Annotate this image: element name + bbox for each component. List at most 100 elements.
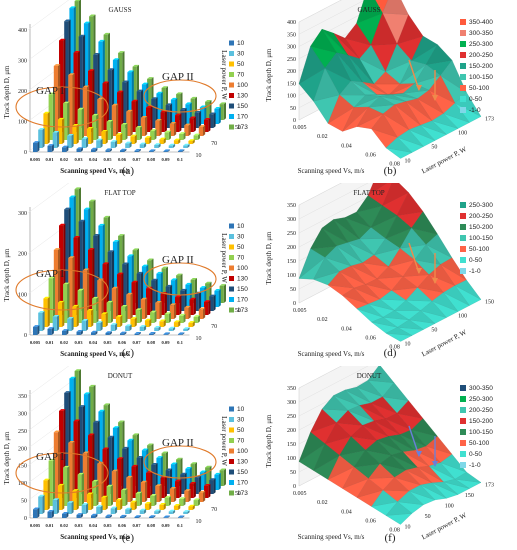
bar: [105, 516, 110, 518]
bar-top: [189, 481, 196, 484]
bar-top: [176, 273, 183, 276]
surface-facet: [411, 35, 438, 62]
bar: [193, 135, 198, 140]
bar-top: [120, 148, 127, 151]
chart-panel-b: 0 50 100 150 200 250 300 350 400 0.005 0.02 0.04 0.0…: [259, 0, 517, 183]
bar-side: [72, 73, 75, 136]
bar-top: [117, 457, 124, 459]
bar-top: [147, 258, 154, 261]
bar-top: [92, 479, 99, 482]
surface-facet: [385, 413, 412, 430]
bar-top: [209, 478, 216, 481]
bar: [141, 84, 147, 124]
bar: [168, 511, 173, 514]
legend-swatch: [460, 41, 466, 47]
bar: [125, 326, 130, 331]
surface-facet: [327, 94, 355, 124]
annotation-arrowhead: [432, 95, 438, 101]
z-axis-label: Laser power P, W: [220, 50, 228, 100]
y-tick-label: 150: [287, 81, 296, 87]
bar-top: [188, 321, 195, 323]
bar-top: [175, 295, 182, 298]
bar: [134, 516, 139, 518]
bar-top: [194, 110, 202, 113]
legend-swatch: [460, 235, 466, 241]
bar-top: [173, 320, 181, 323]
bar: [78, 36, 83, 128]
x-tick-label: 0.005: [30, 523, 41, 528]
x-tick-label: 0.02: [317, 317, 328, 323]
bar-top: [161, 266, 168, 269]
x-tick-label: 0.1: [177, 340, 183, 345]
bar: [112, 427, 118, 490]
bar-top: [52, 130, 60, 133]
bar-top: [76, 147, 83, 149]
surface-facet: [385, 501, 413, 516]
bar: [168, 145, 173, 148]
bar: [139, 144, 144, 148]
legend-swatch: [229, 265, 234, 271]
bar-top: [188, 504, 195, 507]
bar: [188, 322, 193, 327]
bar-top: [199, 470, 207, 473]
z-tick-label: 150: [232, 308, 241, 314]
bar-side: [80, 513, 83, 518]
bar-side: [193, 116, 196, 132]
bar-side: [149, 318, 152, 327]
bar-top: [53, 430, 61, 433]
bar: [164, 314, 169, 323]
bar: [194, 293, 199, 311]
bar-side: [145, 115, 148, 136]
surface-facet: [370, 205, 398, 228]
y-tick-label: 400: [18, 28, 27, 34]
bar: [98, 41, 103, 124]
bar-side: [164, 292, 167, 315]
caption-a: (a): [121, 165, 135, 177]
bar-side: [179, 295, 182, 315]
y-tick-label: 300: [287, 400, 296, 406]
bar: [110, 508, 115, 514]
bar-side: [183, 497, 186, 506]
z-axis-label: Laser power P, W: [420, 145, 468, 176]
bar-top: [33, 141, 40, 143]
y-tick-label: 300: [18, 59, 27, 65]
bar: [140, 299, 145, 319]
surface-facet: [431, 481, 459, 495]
bar-side: [67, 101, 70, 140]
y-tick-label: 200: [287, 245, 296, 251]
surface-facet: [373, 238, 401, 256]
bar: [146, 288, 151, 315]
bar-top: [96, 321, 103, 323]
bar-top: [132, 433, 139, 436]
bar-top: [179, 313, 186, 316]
surface-facet: [367, 366, 395, 383]
bar-top: [72, 489, 79, 491]
bar: [125, 143, 130, 148]
bar-top: [88, 248, 95, 250]
y-tick-label: 200: [287, 428, 296, 434]
legend-swatch: [229, 448, 234, 454]
bar: [155, 302, 160, 319]
chart-title: FLAT TOP: [104, 189, 135, 197]
bar-top: [118, 234, 125, 236]
bar: [127, 440, 132, 490]
legend-label: 50: [237, 61, 245, 68]
bar-side: [150, 105, 153, 132]
bar: [176, 94, 181, 120]
legend-label: 300-350: [469, 30, 493, 37]
bar-top: [59, 223, 66, 226]
y-tick-label: 100: [18, 481, 27, 487]
z-axis-label: Laser power P, W: [220, 233, 228, 283]
bar-top: [43, 111, 50, 114]
bar-side: [168, 130, 171, 140]
bar-side: [52, 92, 55, 140]
bar-side: [105, 495, 108, 510]
bar-side: [164, 110, 167, 132]
bar-top: [188, 139, 195, 141]
y-tick-label: 100: [287, 94, 296, 100]
bar-top: [81, 137, 89, 139]
bar-top: [43, 478, 50, 481]
bar-side: [163, 503, 166, 510]
bar-side: [159, 300, 162, 319]
surface-facet: [417, 274, 444, 293]
